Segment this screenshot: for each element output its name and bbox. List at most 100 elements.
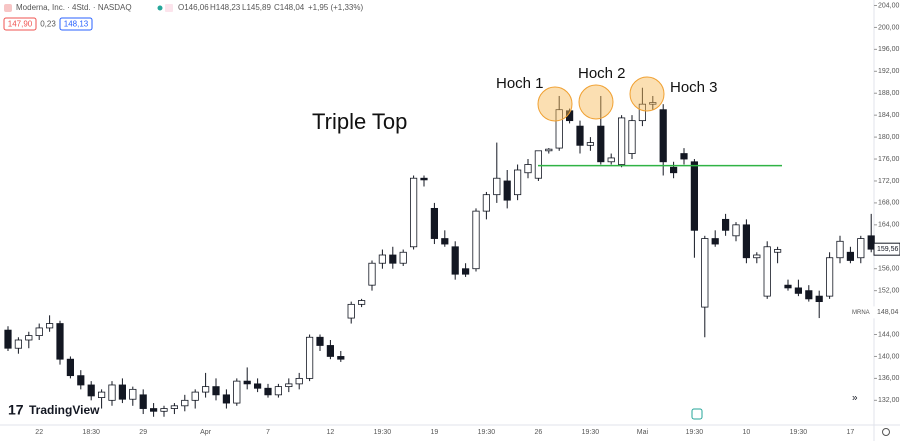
candle-body <box>618 117 626 165</box>
y-tick-label: 184,00 <box>878 112 900 119</box>
ohlc-value: H148,23 <box>210 3 241 12</box>
candle-body <box>46 323 54 329</box>
symbol-icon <box>4 4 12 12</box>
candle-body <box>368 262 376 286</box>
y-tick-label: 132,00 <box>878 397 900 404</box>
candle-body <box>243 380 251 385</box>
candle-body <box>129 388 137 400</box>
candle-body <box>420 177 428 181</box>
candle-body <box>534 150 543 179</box>
highlight-circle <box>629 76 665 112</box>
candle-body <box>326 345 335 357</box>
candle-body <box>66 358 74 377</box>
candle-body <box>378 254 387 264</box>
annotation: Hoch 3 <box>670 79 718 96</box>
ohlc-value: C148,04 <box>274 3 305 12</box>
candle-body <box>794 287 803 294</box>
candle-body <box>753 254 761 259</box>
candle-body <box>149 408 158 412</box>
candle-body <box>701 238 709 308</box>
candle-body <box>576 125 584 146</box>
candle-body <box>659 109 667 163</box>
candle-body <box>409 177 418 248</box>
candle-body <box>56 323 64 360</box>
x-tick-label: 29 <box>139 429 147 436</box>
candle-body <box>451 246 459 275</box>
sell-box[interactable] <box>3 17 37 31</box>
symbol-label: MRNA <box>852 310 870 316</box>
y-tick-label: 168,00 <box>878 200 900 207</box>
candle-body <box>774 249 782 253</box>
annotation: Hoch 1 <box>496 75 544 92</box>
scroll-button[interactable]: » <box>852 393 858 404</box>
chart-title: Moderna, Inc. · 4Std. · NASDAQ <box>16 3 132 12</box>
buy-box[interactable] <box>59 17 93 31</box>
candle-body <box>98 391 106 398</box>
settings-icon[interactable] <box>882 428 890 436</box>
candle-body <box>670 166 678 174</box>
buy-price: 148,13 <box>64 20 89 29</box>
candle-body <box>430 207 439 239</box>
highlight-circle <box>578 84 614 120</box>
candle-body <box>233 380 241 404</box>
y-tick-label: 204,00 <box>878 2 900 9</box>
candle-body <box>826 257 834 297</box>
candle-body <box>87 384 95 397</box>
y-tick-label: 176,00 <box>878 156 900 163</box>
candle-body <box>295 377 303 385</box>
candle-body <box>181 399 189 407</box>
flag-icon <box>165 4 173 12</box>
x-tick-label: 18:30 <box>82 429 100 436</box>
candle-body <box>305 336 314 379</box>
y-tick-label: 180,00 <box>878 134 900 141</box>
plot: 204,00 200,00 196,00 192,00 188,00 184,00 180,… <box>4 2 900 436</box>
x-tick-label: 19 <box>431 429 439 436</box>
x-tick-label: 19:30 <box>374 429 392 436</box>
logo-mark: 17 <box>8 402 24 418</box>
candle-body <box>597 125 605 163</box>
x-tick-label: 22 <box>35 429 43 436</box>
candle-body <box>264 387 272 396</box>
candle-body <box>607 157 615 163</box>
x-tick-label: 10 <box>743 429 751 436</box>
y-tick-label: 192,00 <box>878 68 900 75</box>
x-tick-label: Mai <box>637 429 649 436</box>
y-tick-label: 188,00 <box>878 90 900 97</box>
candle-body <box>784 284 792 289</box>
candle-body <box>399 251 407 264</box>
candle-body <box>514 169 522 196</box>
candle-body <box>566 110 574 122</box>
candle-body <box>389 254 397 264</box>
candle-body <box>139 394 147 409</box>
candle-body <box>160 408 168 412</box>
event-icon[interactable] <box>691 408 703 420</box>
annotation: Hoch 2 <box>578 65 626 82</box>
annotation: Triple Top <box>312 109 407 134</box>
candle-body <box>461 268 470 275</box>
candle-body <box>763 246 771 297</box>
candle-body <box>77 375 85 386</box>
candle-body <box>638 103 647 122</box>
candle-body <box>649 102 657 105</box>
x-tick-label: 19:30 <box>478 429 496 436</box>
symbol-price-label: 148,04 <box>877 309 899 316</box>
highlight-circle <box>537 86 573 122</box>
x-tick-label: 19:30 <box>582 429 600 436</box>
y-tick-label: 196,00 <box>878 46 900 53</box>
candle-body <box>545 148 553 152</box>
x-tick-label: 7 <box>266 429 270 436</box>
candle-body <box>857 238 865 259</box>
candle-body <box>212 386 220 396</box>
candle-body <box>285 383 293 388</box>
ohlc-change: +1,95 (+1,33%) <box>308 3 363 12</box>
last-price-label: 159,56 <box>877 246 899 253</box>
y-tick-label: 156,00 <box>878 266 900 273</box>
y-tick-label: 136,00 <box>878 375 900 382</box>
candle-body <box>274 386 283 396</box>
candle-body <box>493 177 501 196</box>
last-price-tag <box>873 242 900 256</box>
x-tick-label: 26 <box>535 429 543 436</box>
